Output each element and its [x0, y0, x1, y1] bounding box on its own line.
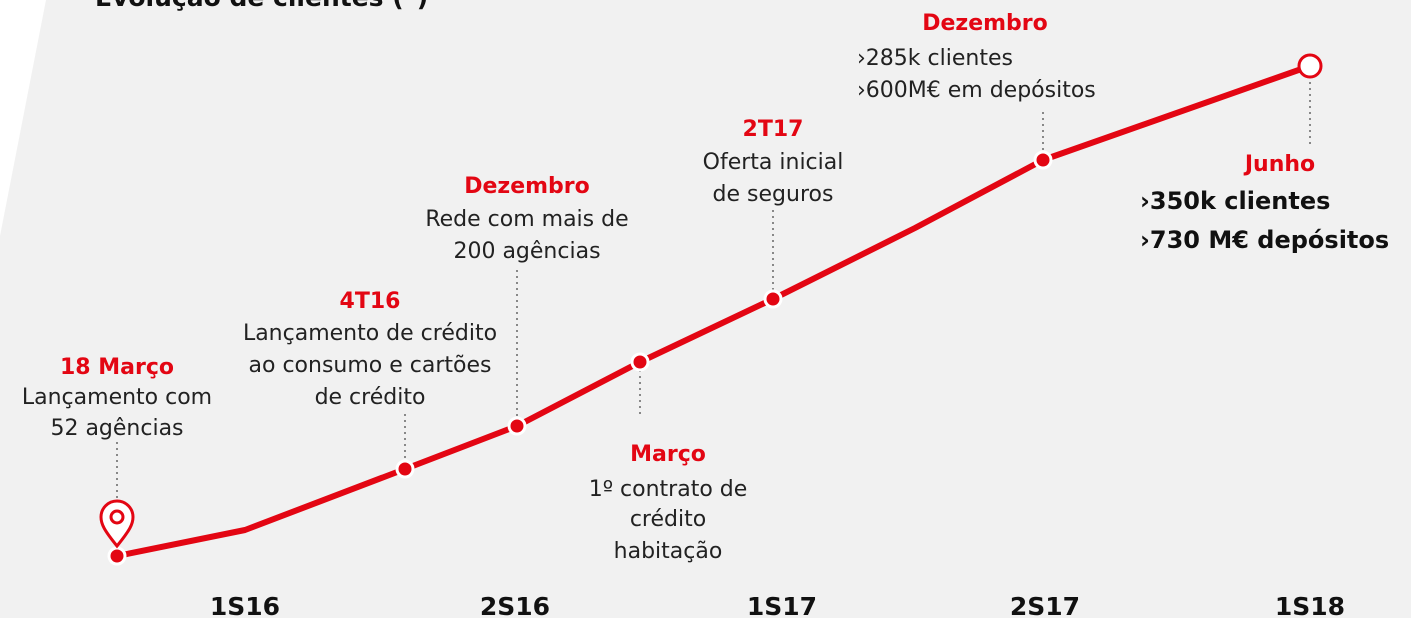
milestone-line: 1º contrato de: [589, 477, 748, 502]
milestone: 18 Março Lançamento com 52 agências: [22, 355, 212, 441]
milestone-line: de seguros: [713, 182, 834, 207]
connectors: [116, 82, 1311, 500]
pin-icon: [99, 499, 135, 549]
milestone: Dezembro ›285k clientes ›600M€ em depósi…: [857, 11, 1096, 103]
pin-dot: [109, 509, 125, 525]
period-label: 2S17: [1010, 592, 1080, 618]
milestone-heading: 4T16: [340, 289, 401, 314]
milestone-line: Lançamento com: [22, 385, 212, 410]
milestone-heading: Junho: [1243, 152, 1315, 177]
milestone-line: 200 agências: [453, 239, 600, 264]
marker: [630, 352, 650, 372]
milestone-line: habitação: [614, 539, 723, 564]
milestone-heading: Dezembro: [922, 11, 1048, 36]
milestone-line: 52 agências: [50, 416, 183, 441]
milestone: 2T17 Oferta inicial de seguros: [703, 117, 844, 207]
marker: [763, 289, 783, 309]
period-axis: 1S16 2S16 1S17 2S17 1S18: [210, 592, 1345, 618]
milestone: Junho ›350k clientes ›730 M€ depósitos: [1140, 152, 1389, 254]
milestone-line: ao consumo e cartões: [249, 353, 492, 378]
milestone-heading: 2T17: [743, 117, 804, 142]
period-label: 1S18: [1275, 592, 1345, 618]
background-corner: [0, 0, 46, 236]
title: Evolução de clientes (*): [95, 0, 428, 12]
milestone-line: ›350k clientes: [1140, 187, 1330, 215]
milestone-heading: 18 Março: [60, 355, 174, 380]
milestone: Março 1º contrato de crédito habitação: [589, 442, 748, 564]
milestone: 4T16 Lançamento de crédito ao consumo e …: [243, 289, 497, 410]
milestone-heading: Março: [630, 442, 706, 467]
marker: [507, 416, 527, 436]
milestone-line: Rede com mais de: [425, 207, 628, 232]
milestone-line: Oferta inicial: [703, 150, 844, 175]
milestone-line: ›730 M€ depósitos: [1140, 226, 1389, 254]
period-label: 1S16: [210, 592, 280, 618]
milestone: Dezembro Rede com mais de 200 agências: [425, 174, 628, 264]
milestone-line: crédito: [630, 507, 706, 532]
marker: [107, 546, 127, 566]
milestone-heading: Dezembro: [464, 174, 590, 199]
milestone-line: de crédito: [315, 385, 426, 410]
period-label: 2S16: [480, 592, 550, 618]
marker: [1033, 150, 1053, 170]
milestone-line: ›285k clientes: [857, 46, 1013, 71]
end-marker: [1297, 53, 1323, 79]
period-label: 1S17: [747, 592, 817, 618]
milestone-line: ›600M€ em depósitos: [857, 78, 1096, 103]
milestone-line: Lançamento de crédito: [243, 321, 497, 346]
marker: [395, 459, 415, 479]
